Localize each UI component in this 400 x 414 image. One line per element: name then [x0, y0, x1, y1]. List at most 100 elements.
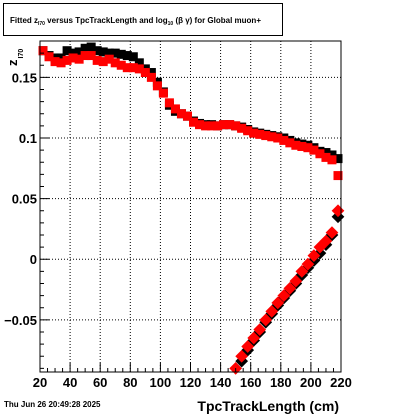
data-point [92, 55, 102, 65]
data-point [321, 152, 331, 162]
data-point [265, 305, 279, 318]
data-point [327, 150, 337, 160]
data-point [283, 281, 297, 295]
data-point [68, 48, 78, 58]
data-point [122, 63, 132, 73]
data-point [80, 43, 90, 53]
grid-lines [40, 41, 341, 372]
data-point [152, 81, 162, 91]
x-tick-label: 40 [63, 375, 77, 390]
data-point [74, 54, 84, 64]
x-tick-label: 20 [33, 375, 47, 390]
y-tick-label: 0.05 [12, 192, 37, 207]
data-point [86, 42, 96, 52]
data-point [319, 234, 333, 248]
data-point [62, 46, 72, 56]
data-point [50, 57, 60, 67]
data-point [333, 171, 343, 181]
data-point [104, 48, 114, 58]
data-point [237, 123, 247, 133]
data-point [225, 120, 235, 130]
axis-ticks [39, 40, 342, 372]
data-point [134, 64, 144, 74]
data-point [201, 121, 211, 131]
data-point [176, 109, 186, 119]
data-point [140, 68, 150, 78]
data-point [56, 58, 66, 68]
data-point [273, 133, 283, 143]
x-axis-label: TpcTrackLength (cm) [197, 398, 339, 414]
data-point [128, 52, 138, 62]
data-point [38, 46, 48, 56]
data-point [333, 154, 343, 164]
data-point [291, 140, 301, 150]
data-point [170, 104, 180, 114]
data-point [146, 72, 156, 82]
y-tick-label: 0 [30, 252, 37, 267]
data-point [259, 313, 273, 327]
data-point [110, 58, 120, 68]
data-point [255, 129, 265, 139]
data-point [243, 126, 253, 136]
data-point [86, 51, 96, 61]
tick-labels: 20 40 60 80 100 120 140 160 180 200 220 −0.05 0 0.05 0… [4, 70, 352, 390]
data-point [74, 47, 84, 57]
data-point [116, 60, 126, 70]
x-tick-label: 120 [180, 375, 202, 390]
data-point [158, 88, 168, 98]
chart-title-part1: Fitted z [10, 16, 38, 25]
data-point [195, 120, 205, 130]
data-point [189, 117, 199, 127]
data-point [315, 149, 325, 159]
y-tick-label: 0.15 [12, 70, 37, 85]
chart-title-sub1: I70 [38, 21, 45, 27]
y-axis-label: zI70 [5, 49, 25, 66]
data-point [247, 331, 261, 345]
chart-title-box: Fitted zI70 versus TpcTrackLength and lo… [3, 3, 283, 36]
data-point [116, 49, 126, 59]
x-tick-label: 200 [300, 375, 322, 390]
chart-title-part3: (β γ) for Global muon+ [173, 16, 261, 25]
data-point [279, 135, 289, 145]
data-point [267, 132, 277, 142]
data-point [44, 52, 54, 62]
data-point [235, 349, 249, 363]
chart-title-sub2: 10 [167, 21, 174, 27]
data-point [295, 265, 309, 278]
data-point [277, 289, 291, 302]
x-tick-label: 220 [330, 375, 352, 390]
data-point [289, 274, 303, 288]
data-point [249, 128, 259, 138]
data-markers [38, 42, 345, 375]
x-tick-label: 80 [123, 375, 137, 390]
x-tick-label: 160 [240, 375, 262, 390]
data-point [241, 340, 255, 353]
data-point [307, 249, 321, 262]
data-point [327, 155, 337, 165]
data-point [128, 63, 138, 73]
data-point [182, 111, 192, 121]
data-point [325, 226, 339, 239]
data-point [301, 257, 315, 271]
data-point [98, 47, 108, 57]
data-point [261, 131, 271, 141]
data-point [207, 121, 217, 131]
data-point [104, 54, 114, 64]
data-point [80, 51, 90, 61]
data-point [146, 68, 156, 78]
chart-title-part2: versus TpcTrackLength and log [44, 16, 168, 25]
data-point [303, 143, 313, 153]
footer-date: Thu Jun 26 20:49:28 2025 [4, 400, 101, 409]
data-point [68, 53, 78, 63]
data-point [98, 57, 108, 67]
data-point [321, 148, 331, 158]
data-point [271, 296, 285, 310]
data-point [231, 121, 241, 131]
data-point [213, 121, 223, 131]
x-tick-label: 100 [150, 375, 172, 390]
data-point [122, 51, 132, 61]
data-point [297, 141, 307, 151]
x-tick-label: 180 [270, 375, 292, 390]
data-point [309, 145, 319, 155]
